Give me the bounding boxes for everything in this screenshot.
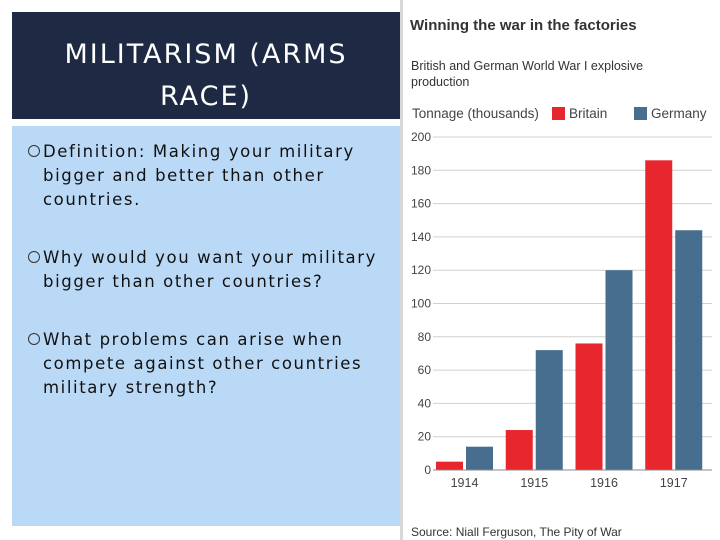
x-tick-label: 1917 bbox=[660, 476, 688, 490]
bullet-line: What problems can arise when bbox=[43, 330, 344, 349]
circle-bullet-icon bbox=[28, 145, 40, 157]
slide-title-bar: MILITARISM (ARMS RACE) bbox=[12, 12, 400, 119]
slide-title-line-1: MILITARISM (ARMS bbox=[64, 39, 348, 70]
bullet-line: Why would you want your military bbox=[43, 248, 377, 267]
chart-title: Winning the war in the factories bbox=[410, 17, 637, 34]
y-tick-label: 200 bbox=[411, 130, 431, 144]
bar-britain-1914 bbox=[436, 461, 463, 470]
y-axis-label: Tonnage (thousands) bbox=[412, 106, 539, 121]
bar-britain-1916 bbox=[575, 343, 603, 470]
bar-germany-1916 bbox=[605, 270, 633, 470]
y-tick-label: 40 bbox=[418, 396, 432, 410]
x-tick-label: 1916 bbox=[590, 476, 618, 490]
bar-britain-1915 bbox=[505, 430, 533, 470]
chart-subtitle: British and German World War I explosive… bbox=[411, 59, 644, 89]
bar-britain-1917 bbox=[645, 160, 673, 470]
legend-swatch bbox=[552, 107, 565, 120]
y-tick-label: 20 bbox=[418, 430, 432, 444]
legend-swatch bbox=[634, 107, 647, 120]
y-tick-label: 140 bbox=[411, 230, 431, 244]
y-tick-label: 160 bbox=[411, 197, 431, 211]
legend-label: Britain bbox=[569, 106, 607, 121]
bullet-line: bigger and better than other bbox=[43, 166, 325, 185]
x-tick-label: 1915 bbox=[520, 476, 548, 490]
bullet-definition: Definition: Making your military bigger … bbox=[28, 140, 388, 212]
x-tick-label: 1914 bbox=[451, 476, 479, 490]
bullet-line: Definition: Making your military bbox=[43, 142, 355, 161]
slide-title: MILITARISM (ARMS RACE) bbox=[12, 34, 400, 118]
bar-germany-1917 bbox=[675, 230, 703, 470]
bullet-line: bigger than other countries? bbox=[43, 272, 324, 291]
bar-germany-1915 bbox=[535, 350, 563, 470]
y-tick-label: 80 bbox=[418, 330, 432, 344]
circle-bullet-icon bbox=[28, 251, 40, 263]
bullet-line: compete against other countries bbox=[43, 354, 363, 373]
slide-title-line-2: RACE) bbox=[159, 81, 253, 112]
y-tick-label: 180 bbox=[411, 163, 431, 177]
bullet-problems: What problems can arise when compete aga… bbox=[28, 328, 388, 400]
y-tick-label: 120 bbox=[411, 263, 431, 277]
legend-label: Germany bbox=[651, 106, 707, 121]
bullet-why: Why would you want your military bigger … bbox=[28, 246, 388, 294]
y-tick-label: 100 bbox=[411, 297, 431, 311]
chart-source: Source: Niall Ferguson, The Pity of War bbox=[411, 525, 622, 539]
bar-chart: 0 20 40 60 80 100 120 140 160 180 200 Tonnage (thou… bbox=[411, 106, 712, 490]
bullet-line: countries. bbox=[43, 190, 141, 209]
bar-germany-1914 bbox=[466, 446, 493, 470]
y-tick-label: 60 bbox=[418, 363, 432, 377]
bullet-line: military strength? bbox=[43, 378, 219, 397]
content-panel: Definition: Making your military bigger … bbox=[12, 126, 400, 526]
circle-bullet-icon bbox=[28, 333, 40, 345]
y-tick-label: 0 bbox=[424, 463, 431, 477]
